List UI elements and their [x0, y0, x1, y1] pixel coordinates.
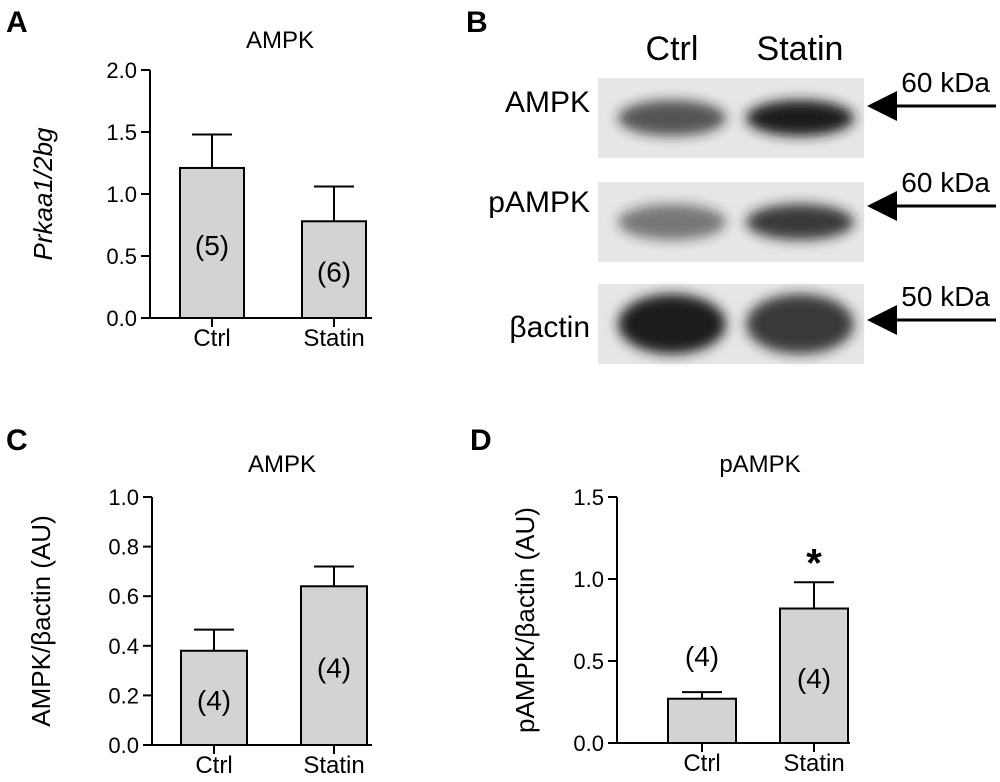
- blot-band: [618, 204, 726, 240]
- blot-band: [746, 204, 854, 240]
- significance-marker-d: *: [806, 541, 822, 585]
- y-tick-label-d: 1.5: [573, 485, 604, 510]
- chart-title-d: pAMPK: [719, 451, 800, 478]
- panel-letter-a: A: [6, 6, 28, 39]
- chart-d: pAMPK pAMPK/βactin (AU) 0.0 0.5 1.0 1.5 Ctrl (4…: [510, 451, 850, 777]
- y-axis-label-d: pAMPK/βactin (AU): [510, 507, 540, 733]
- blot-row-label: pAMPK: [488, 186, 590, 219]
- molecular-weight-label: 60 kDa: [901, 67, 990, 98]
- n-label-d: (4): [797, 663, 831, 694]
- blot-column-ctrl: Ctrl: [646, 30, 699, 68]
- chart-title-a: AMPK: [246, 27, 314, 54]
- y-tick-label-a: 0.5: [106, 244, 137, 269]
- blot-row-label: AMPK: [505, 86, 590, 119]
- molecular-weight-label: 50 kDa: [901, 281, 990, 312]
- panel-letter-d: D: [470, 424, 492, 457]
- n-label-d: (4): [685, 641, 719, 672]
- chart-c: AMPK AMPK/βactin (AU) 0.0 0.2 0.4 0.6 0.8 1.0 Ct…: [26, 451, 372, 779]
- y-axis-label-a: Prkaa1/2bg: [28, 127, 58, 261]
- category-label-a: Ctrl: [193, 325, 230, 352]
- category-label-c: Ctrl: [195, 752, 232, 777]
- blot-band: [746, 100, 854, 136]
- y-tick-label-a: 0.0: [106, 306, 137, 331]
- blot-band: [618, 100, 726, 136]
- category-label-d: Ctrl: [683, 750, 720, 777]
- blot-column-statin: Statin: [757, 30, 844, 68]
- category-label-a: Statin: [303, 325, 364, 352]
- blot-band: [746, 294, 854, 354]
- y-tick-label-a: 2.0: [106, 58, 137, 83]
- y-tick-label-a: 1.0: [106, 182, 137, 207]
- blot-row-1: pAMPK 60 kDa: [488, 167, 996, 262]
- y-tick-label-d: 0.5: [573, 649, 604, 674]
- y-tick-label-c: 0.4: [108, 634, 139, 659]
- y-tick-label-c: 0.2: [108, 683, 139, 708]
- y-axis-label-c: AMPK/βactin (AU): [26, 515, 56, 726]
- y-tick-label-c: 0.8: [108, 535, 139, 560]
- y-tick-label-c: 0.6: [108, 584, 139, 609]
- n-label-c: (4): [317, 653, 351, 684]
- y-tick-label-c: 0.0: [108, 733, 139, 758]
- western-blot: Ctrl Statin AMPK 60 kDa pAMPK 60 kDa βactin 5…: [488, 30, 996, 364]
- chart-title-c: AMPK: [248, 451, 316, 478]
- y-tick-label-a: 1.5: [106, 120, 137, 145]
- bar-d-ctrl: [667, 697, 737, 744]
- blot-row-label: βactin: [509, 311, 590, 344]
- category-label-c: Statin: [303, 752, 364, 777]
- blot-row-2: βactin 50 kDa: [509, 281, 996, 364]
- panel-letter-c: C: [6, 424, 28, 457]
- blot-rows: AMPK 60 kDa pAMPK 60 kDa βactin 50 kDa: [488, 67, 996, 364]
- category-label-d: Statin: [783, 750, 844, 777]
- n-label-a: (6): [317, 257, 351, 288]
- y-tick-label-d: 0.0: [573, 731, 604, 756]
- molecular-weight-label: 60 kDa: [901, 167, 990, 198]
- panel-letter-b: B: [466, 6, 488, 39]
- y-tick-label-d: 1.0: [573, 567, 604, 592]
- y-tick-label-c: 1.0: [108, 485, 139, 510]
- blot-row-0: AMPK 60 kDa: [505, 67, 996, 158]
- n-label-c: (4): [197, 685, 231, 716]
- chart-a: AMPK Prkaa1/2bg 0.0 0.5 1.0 1.5 2.0 Ctrl (5) Stat…: [28, 27, 372, 352]
- n-label-a: (5): [195, 230, 229, 261]
- blot-band: [618, 294, 726, 354]
